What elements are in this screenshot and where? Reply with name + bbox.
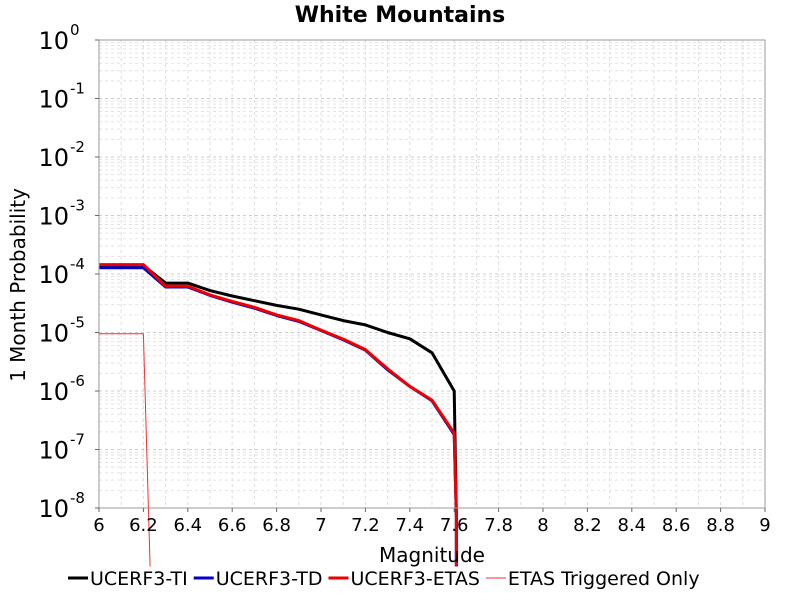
y-tick-label: 10 [38, 144, 69, 172]
x-tick-label: 7.6 [440, 515, 469, 536]
x-tick-label: 8.4 [617, 515, 646, 536]
y-tick-label: 10 [38, 495, 69, 523]
y-tick-label: 10 [38, 203, 69, 231]
y-tick-exponent: -3 [70, 197, 85, 215]
y-tick-exponent: -2 [70, 138, 85, 156]
x-tick-label: 6 [93, 515, 104, 536]
chart-title: White Mountains [295, 3, 506, 28]
x-tick-label: 6.6 [218, 515, 247, 536]
x-axis-label: Magnitude [379, 543, 485, 567]
legend-label: UCERF3-ETAS [350, 568, 479, 590]
legend: UCERF3-TI UCERF3-TD UCERF3-ETAS ETAS Trigge… [68, 568, 700, 590]
x-tick-label: 6.8 [262, 515, 291, 536]
legend-label: UCERF3-TD [216, 568, 323, 590]
legend-label: ETAS Triggered Only [508, 568, 700, 590]
x-tick-label: 8 [537, 515, 548, 536]
x-tick-label: 8.2 [573, 515, 602, 536]
y-tick-exponent: -1 [70, 80, 85, 98]
series-line-ucerf3-ti [99, 264, 458, 567]
y-tick-exponent: -6 [70, 372, 85, 390]
x-tick-label: 7.4 [395, 515, 424, 536]
series-line-ucerf3-etas [99, 263, 458, 567]
series-line-etas-triggered-only [99, 333, 151, 567]
x-axis-ticks: 6 6.2 6.4 6.6 6.8 7 7.2 7.4 7.6 7.8 8 8.2 8.4 8.6 8.8 9 [93, 508, 771, 536]
y-tick-exponent: -5 [70, 314, 85, 332]
y-tick-label: 10 [38, 261, 69, 289]
y-tick-label: 10 [38, 437, 69, 465]
legend-label: UCERF3-TI [90, 568, 188, 590]
plot-area [98, 39, 766, 567]
x-tick-label: 6.2 [129, 515, 158, 536]
y-tick-label: 10 [38, 27, 69, 55]
y-tick-exponent: 0 [70, 21, 80, 39]
x-tick-label: 6.4 [173, 515, 202, 536]
x-tick-label: 7.8 [484, 515, 513, 536]
y-axis-label: 1 Month Probability [6, 188, 30, 382]
x-tick-label: 8.6 [662, 515, 691, 536]
y-tick-label: 10 [38, 378, 69, 406]
x-tick-label: 9 [759, 515, 770, 536]
x-tick-label: 8.8 [706, 515, 735, 536]
y-tick-exponent: -7 [70, 431, 85, 449]
y-tick-label: 10 [38, 86, 69, 114]
x-tick-label: 7 [315, 515, 326, 536]
y-tick-label: 10 [38, 320, 69, 348]
x-tick-label: 7.2 [351, 515, 380, 536]
series-layer [99, 263, 458, 567]
y-tick-exponent: -4 [70, 255, 85, 273]
y-tick-exponent: -8 [70, 489, 85, 507]
